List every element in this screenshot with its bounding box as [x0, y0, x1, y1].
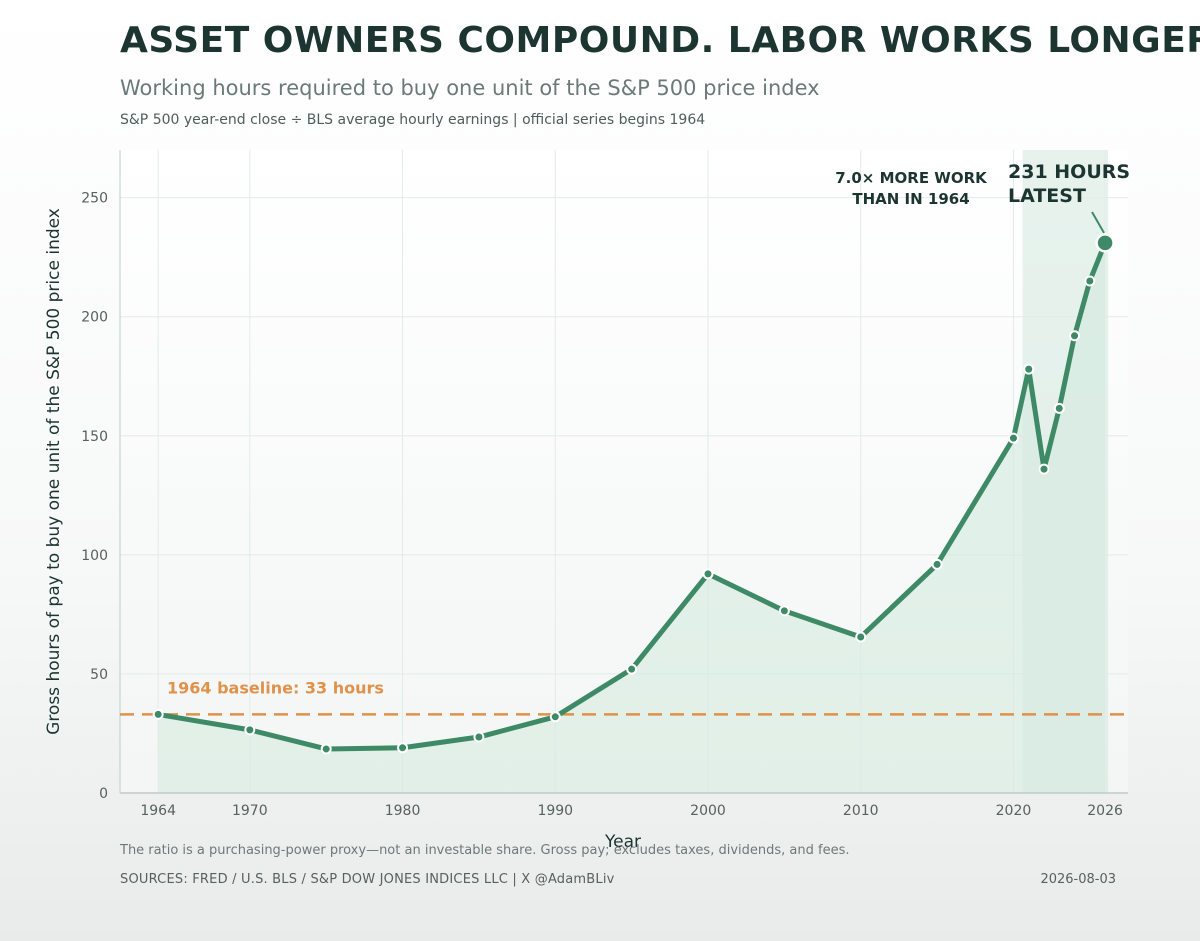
y-tick-label: 100 [81, 548, 108, 564]
data-point [320, 743, 332, 755]
chart-title: ASSET OWNERS COMPOUND. LABOR WORKS LONGE… [120, 20, 1200, 61]
latest-annotation-line1: 231 HOURS [1008, 161, 1130, 183]
sources-credit: SOURCES: FRED / U.S. BLS / S&P DOW JONES… [120, 872, 615, 887]
multiple-annotation-line2: THAN IN 1964 [852, 190, 969, 208]
x-tick-label: 1980 [385, 803, 421, 819]
chart-subtitle: Working hours required to buy one unit o… [120, 76, 820, 100]
x-tick-label: 2000 [690, 803, 726, 819]
latest-annotation-line2: LATEST [1008, 185, 1086, 207]
latest-annotation-arrow [1091, 211, 1105, 234]
data-point [473, 731, 485, 743]
baseline-label: 1964 baseline: 33 hours [167, 678, 384, 697]
y-tick-label: 150 [81, 429, 108, 445]
data-point [626, 663, 638, 675]
publish-date: 2026-08-03 [1040, 872, 1116, 887]
data-point [244, 724, 256, 736]
y-tick-label: 0 [99, 786, 108, 802]
data-point [549, 711, 561, 723]
data-point [855, 631, 867, 643]
x-tick-label: 2020 [996, 803, 1032, 819]
data-point [152, 708, 164, 720]
latest-point [1095, 233, 1115, 253]
data-point [702, 568, 714, 580]
x-tick-label: 1970 [232, 803, 268, 819]
footnote: The ratio is a purchasing-power proxy—no… [120, 843, 850, 858]
chart-source-description: S&P 500 year-end close ÷ BLS average hou… [120, 112, 706, 128]
x-tick-label: 2010 [843, 803, 879, 819]
data-point [778, 605, 790, 617]
y-tick-label: 50 [90, 667, 108, 683]
y-axis-label: Gross hours of pay to buy one unit of th… [44, 208, 64, 735]
x-axis-label: Year [604, 832, 641, 852]
data-point [1053, 402, 1065, 414]
multiple-annotation-line1: 7.0× MORE WORK [835, 169, 988, 187]
data-point [1038, 463, 1050, 475]
data-point [1007, 432, 1019, 444]
x-tick-label: 1964 [140, 803, 176, 819]
series-line [155, 240, 1108, 752]
data-point [397, 742, 409, 754]
x-tick-label: 1990 [537, 803, 573, 819]
x-tick-label: 2026 [1087, 803, 1123, 819]
data-point [1069, 330, 1081, 342]
data-point [1084, 275, 1096, 287]
y-tick-label: 200 [81, 310, 108, 326]
y-tick-label: 250 [81, 191, 108, 207]
data-point [931, 558, 943, 570]
series-area [158, 242, 1106, 793]
data-point [1023, 363, 1035, 375]
